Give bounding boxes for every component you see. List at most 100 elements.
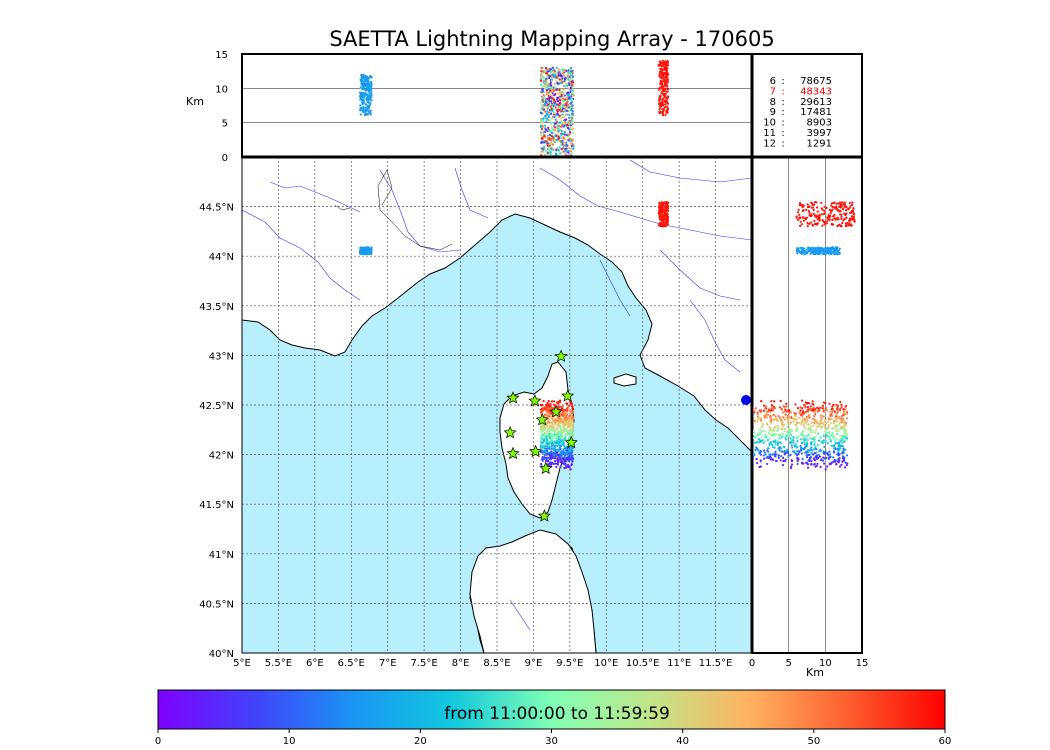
source-point-lat-alt (757, 434, 760, 437)
source-point-lon-alt (666, 87, 669, 90)
source-point-lat-alt (772, 405, 776, 409)
source-point-lon-alt (361, 87, 365, 90)
source-point (542, 451, 545, 454)
source-point-lon-alt (563, 146, 566, 149)
source-point-lat-alt (825, 456, 828, 460)
source-point-lon-alt (566, 103, 569, 106)
source-point (570, 452, 573, 455)
altitude-tick-label: 0 (222, 153, 228, 164)
source-point-lon-alt (550, 131, 554, 134)
source-point-lon-alt (663, 99, 666, 102)
side-altitude-tick-label: 5 (785, 658, 791, 669)
source-point-lat-alt (838, 423, 841, 426)
source-point-lat-alt (779, 399, 782, 403)
source-point-lat-alt (844, 428, 847, 431)
station-marker (554, 349, 568, 362)
source-point-lat-alt (784, 408, 787, 411)
source-point (539, 445, 543, 448)
source-point-lon-alt (554, 118, 557, 121)
source-point-lat-alt (762, 404, 766, 407)
source-point-lat-alt (786, 448, 789, 451)
source-point (556, 430, 559, 434)
sardinia (469, 529, 597, 653)
source-point-lon-alt (663, 92, 666, 96)
source-point-lat-alt (838, 441, 841, 444)
source-point (361, 252, 364, 255)
source-point (552, 454, 555, 457)
source-point (551, 429, 554, 432)
source-point-lat-alt (797, 218, 800, 222)
source-point-lon-alt (662, 85, 665, 88)
longitude-ticks: 5°E 5.5°E 6°E 6.5°E 7°E 7.5°E 8°E 8.5°E 9°E 9.5°E… (233, 658, 732, 669)
source-point-lat-alt (753, 441, 756, 444)
source-point-lon-alt (567, 82, 571, 85)
source-point-lat-alt (766, 423, 769, 426)
source-point-lat-alt (842, 408, 845, 411)
source-point-lat-alt (809, 436, 812, 439)
source-point (554, 459, 557, 463)
source-point-lat-alt (758, 429, 762, 432)
source-point-lat-alt (763, 451, 767, 454)
source-point-lon-alt (540, 128, 544, 131)
source-point-lat-alt (833, 217, 836, 220)
count-value: 48343 (800, 86, 832, 97)
source-point-lon-alt (662, 77, 665, 80)
source-point-lat-alt (843, 203, 846, 206)
source-point (556, 457, 559, 460)
source-point-lat-alt (837, 453, 840, 457)
source-point-lon-alt (555, 138, 558, 141)
source-point (567, 415, 571, 418)
source-point-lat-alt (848, 222, 851, 225)
source-point (544, 403, 548, 407)
source-point-lat-alt (834, 419, 837, 422)
source-point-lat-alt (818, 252, 821, 256)
source-point-lat-alt (784, 436, 787, 439)
source-point-lat-alt (796, 462, 799, 466)
source-point-lat-alt (805, 443, 808, 446)
station-marker (535, 412, 549, 426)
source-point-lat-alt (839, 400, 842, 404)
source-point-lat-alt (778, 449, 782, 452)
source-point (542, 427, 545, 430)
source-point-lat-alt (796, 456, 799, 460)
source-point-lat-alt (820, 213, 823, 216)
colorbar-tick-label: 40 (676, 736, 689, 747)
source-point-lat-alt (813, 459, 817, 462)
source-point-lon-alt (662, 112, 665, 115)
source-point (545, 409, 548, 412)
source-point-lon-alt (557, 149, 560, 152)
source-point-lon-alt (368, 94, 371, 97)
source-point (550, 400, 554, 403)
source-point-lon-alt (563, 133, 566, 136)
source-point-lat-alt (841, 421, 845, 424)
source-point-lon-alt (660, 70, 663, 73)
altitude-tick-label: 10 (215, 84, 228, 95)
source-point-lon-alt (565, 101, 568, 104)
source-point-lon-alt (557, 113, 560, 116)
source-point-lat-alt (821, 407, 824, 410)
source-point (542, 399, 545, 403)
source-point-lat-alt (816, 218, 819, 221)
source-point-lat-alt (832, 403, 835, 406)
source-point-lon-alt (549, 83, 552, 86)
source-point-lat-alt (820, 422, 823, 425)
source-point-lon-alt (562, 150, 565, 153)
source-point-lon-alt (546, 84, 549, 87)
source-point-lat-alt (757, 417, 760, 420)
source-point-lat-alt (834, 207, 837, 210)
source-point-lat-alt (813, 438, 816, 441)
source-point-lon-alt (571, 112, 574, 115)
source-point-lat-alt (779, 459, 782, 462)
source-point-lat-alt (824, 468, 827, 471)
source-point-lon-alt (543, 124, 547, 127)
source-point-lon-alt (555, 150, 558, 153)
source-point-lon-alt (542, 148, 545, 151)
source-point-lat-alt (801, 412, 804, 415)
station-marker (528, 394, 542, 407)
source-point-lon-alt (570, 66, 573, 70)
source-point-lat-alt (784, 459, 787, 462)
source-point-lat-alt (764, 453, 767, 456)
source-point (542, 444, 545, 447)
source-point-lat-alt (790, 463, 794, 466)
source-point-lon-alt (557, 128, 560, 131)
